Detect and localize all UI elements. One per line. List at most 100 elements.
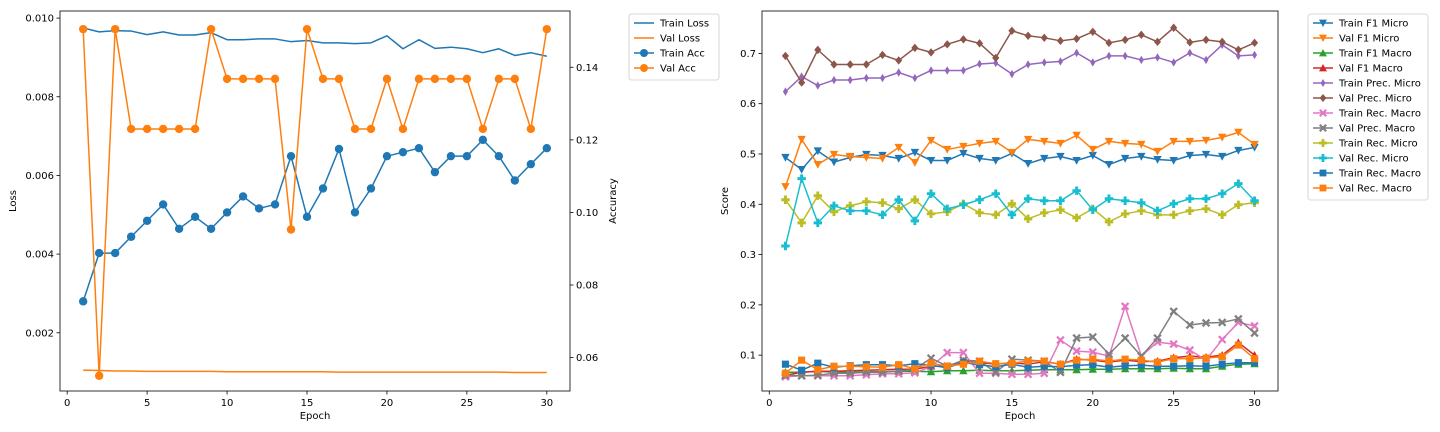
data-point xyxy=(94,371,104,380)
y-tick-label: 0.7 xyxy=(740,49,756,60)
data-point xyxy=(910,148,920,157)
chart-0: 0 5 10 15 20 25 30 Epoch 0.002 0.004 0.006 0.008 0.0… xyxy=(8,10,720,422)
data-point xyxy=(878,50,887,60)
data-point xyxy=(1138,55,1144,65)
data-point xyxy=(910,216,920,226)
data-point xyxy=(878,210,887,220)
x-tick-label: 30 xyxy=(540,398,553,409)
data-point xyxy=(1024,31,1032,40)
legend-item-train-rec-macro: Train Rec. Macro xyxy=(1313,109,1421,120)
legend-item-train-prec-micro: Train Prec. Micro xyxy=(1313,79,1421,90)
data-point xyxy=(975,39,984,48)
data-point xyxy=(1120,302,1130,311)
data-point xyxy=(975,139,984,148)
data-point xyxy=(1121,35,1129,45)
legend-marker xyxy=(1319,64,1327,72)
y2-tick-label: 0.08 xyxy=(576,281,598,292)
data-point xyxy=(863,73,869,83)
data-point xyxy=(813,147,823,156)
x-tick-label: 20 xyxy=(1086,398,1099,409)
data-point xyxy=(1153,333,1162,343)
data-point xyxy=(1217,318,1227,327)
legend-item-val-rec-micro: Val Rec. Micro xyxy=(1313,154,1409,165)
data-point xyxy=(1023,214,1033,224)
data-point xyxy=(1153,362,1162,370)
legend-marker xyxy=(1319,184,1327,192)
data-point xyxy=(1185,194,1195,203)
data-point xyxy=(813,191,823,200)
legend-label: Val Prec. Micro xyxy=(1339,94,1412,105)
data-point xyxy=(845,206,855,216)
data-point xyxy=(1120,209,1130,219)
y2-tick-label: 0.14 xyxy=(576,63,598,74)
data-point xyxy=(813,218,823,228)
data-point xyxy=(1120,333,1130,343)
data-point xyxy=(158,124,168,134)
series-train-loss xyxy=(83,27,547,57)
data-point xyxy=(895,56,903,65)
data-point xyxy=(910,158,920,167)
legend-item-val-f1-micro: Val F1 Micro xyxy=(1313,34,1399,45)
data-point xyxy=(926,189,936,198)
data-point xyxy=(943,145,952,154)
data-point xyxy=(943,362,951,370)
data-point xyxy=(993,58,999,68)
data-point xyxy=(1234,45,1242,55)
data-point xyxy=(797,135,806,144)
data-point xyxy=(814,45,822,55)
data-point xyxy=(943,156,952,165)
data-point xyxy=(911,43,919,53)
data-point xyxy=(797,165,806,174)
data-point xyxy=(254,74,264,84)
data-point xyxy=(366,184,376,193)
data-point xyxy=(1122,51,1128,61)
data-point xyxy=(510,74,520,84)
data-point xyxy=(1056,205,1065,215)
data-point xyxy=(1088,205,1097,215)
data-point xyxy=(944,66,950,75)
data-point xyxy=(926,156,936,165)
legend-marker xyxy=(1319,154,1327,162)
data-point xyxy=(1041,58,1047,67)
data-point xyxy=(1073,356,1081,364)
data-point xyxy=(894,195,903,204)
data-point xyxy=(1137,206,1146,216)
legend-item-val-loss: Val Loss xyxy=(634,34,700,45)
data-point xyxy=(894,143,903,152)
legend-label: Train Loss xyxy=(659,19,709,30)
data-point xyxy=(1074,48,1080,58)
data-point xyxy=(1170,355,1178,363)
data-point xyxy=(829,158,839,167)
legend-item-train-f1-micro: Train F1 Micro xyxy=(1313,19,1408,30)
data-point xyxy=(1234,200,1243,209)
data-point xyxy=(1106,51,1112,61)
data-point xyxy=(1170,23,1178,32)
series-line-val-f1-micro xyxy=(784,131,1255,187)
data-point xyxy=(1088,332,1097,342)
data-point xyxy=(190,124,200,134)
data-point xyxy=(813,160,823,169)
data-point xyxy=(1056,139,1065,148)
data-point xyxy=(1089,355,1097,363)
data-point xyxy=(1234,359,1242,367)
data-point xyxy=(926,136,936,145)
legend-marker xyxy=(640,64,648,72)
x-tick-label: 15 xyxy=(1006,398,1019,409)
data-point xyxy=(462,74,472,84)
data-point xyxy=(1073,361,1081,369)
chart-1: 0 5 10 15 20 25 30 Epoch 0.1 0.2 0.3 0.4 0.5 0.6 0.7 Sc… xyxy=(720,10,1429,422)
y-axis-label: Loss xyxy=(8,190,19,212)
data-point xyxy=(302,212,312,221)
data-point xyxy=(1072,365,1081,374)
series-train-f1-micro xyxy=(781,143,1259,174)
series-val-rec-micro xyxy=(781,174,1259,251)
data-point xyxy=(1088,145,1097,154)
data-point xyxy=(1007,148,1017,157)
data-point xyxy=(270,200,280,209)
data-point xyxy=(494,151,504,161)
data-point xyxy=(1250,359,1259,367)
data-point xyxy=(1252,50,1258,60)
legend-marker xyxy=(1319,109,1327,117)
data-point xyxy=(943,348,952,357)
data-point xyxy=(975,195,984,204)
